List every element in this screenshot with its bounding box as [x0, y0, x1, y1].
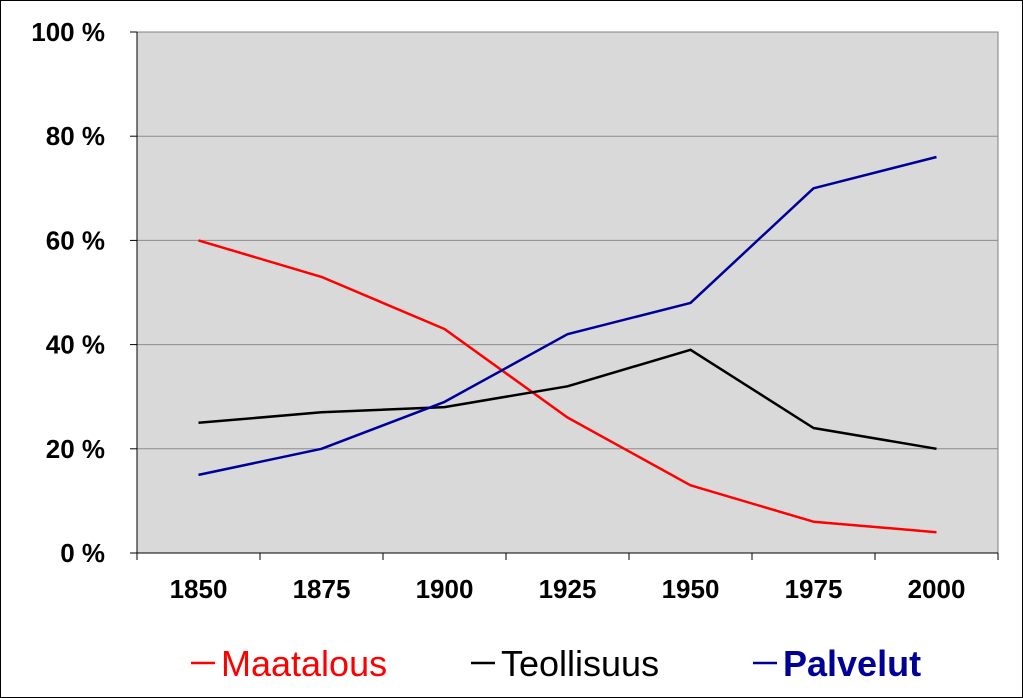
y-tick-label: 80 % — [46, 121, 105, 151]
series-line-palvelut — [198, 155, 937, 477]
x-tick-label: 1850 — [170, 574, 228, 604]
y-tick-label: 20 % — [46, 434, 105, 464]
plot-area — [136, 31, 999, 554]
legend-label-teollisuus: Teollisuus — [501, 643, 659, 684]
x-tick-label: 1950 — [662, 574, 720, 604]
y-tick-label: 100 % — [31, 17, 105, 47]
legend: Maatalous Teollisuus Palvelut — [191, 643, 921, 684]
series-line-teollisuus — [198, 348, 937, 451]
x-tick-label: 1875 — [293, 574, 351, 604]
y-tick-labels: 0 % 20 % 40 % 60 % 80 % 100 % — [31, 17, 105, 568]
legend-label-maatalous: Maatalous — [221, 643, 387, 684]
x-tick-label: 1975 — [785, 574, 843, 604]
x-tick-label: 2000 — [908, 574, 966, 604]
x-tick-labels: 1850 1875 1900 1925 1950 1975 2000 — [170, 574, 966, 604]
y-tick-label: 0 % — [60, 538, 105, 568]
legend-label-palvelut: Palvelut — [783, 643, 921, 684]
x-tick-label: 1925 — [539, 574, 597, 604]
y-tick-label: 60 % — [46, 225, 105, 255]
series-lines — [198, 155, 937, 534]
y-tick-label: 40 % — [46, 330, 105, 360]
x-tick-label: 1900 — [416, 574, 474, 604]
series-line-maatalous — [198, 239, 937, 534]
axes — [136, 32, 999, 560]
gridlines — [130, 31, 998, 554]
